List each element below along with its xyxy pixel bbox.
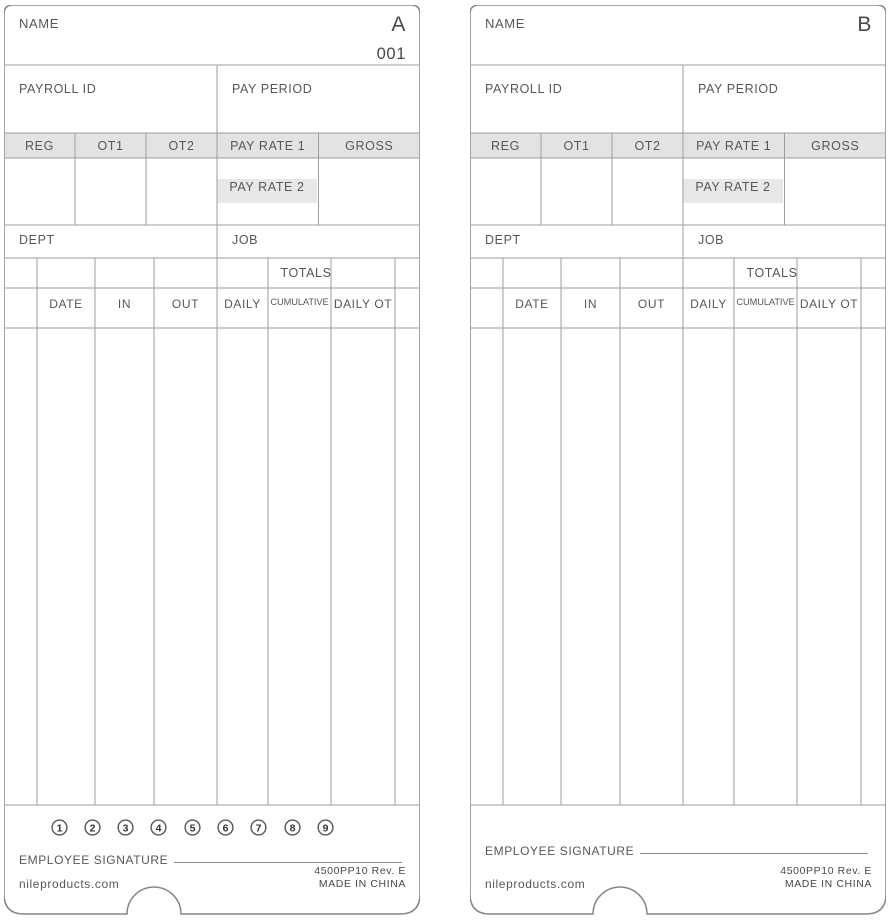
svg-text:3: 3 [123,822,129,834]
svg-text:7: 7 [256,822,262,834]
svg-text:4: 4 [156,822,162,834]
svg-text:2: 2 [89,822,95,834]
svg-text:8: 8 [289,822,295,834]
svg-text:6: 6 [223,822,229,834]
svg-text:9: 9 [322,822,328,834]
svg-text:5: 5 [189,822,195,834]
svg-text:1: 1 [56,822,62,834]
